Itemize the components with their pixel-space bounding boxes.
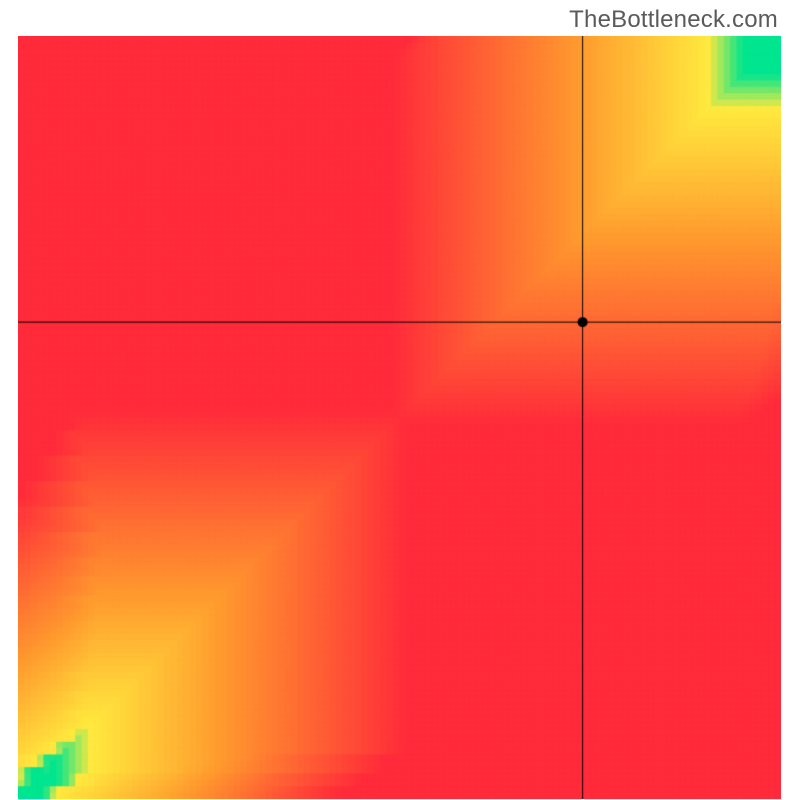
watermark-label: TheBottleneck.com xyxy=(569,6,778,34)
plot-area xyxy=(18,36,781,799)
chart-container: TheBottleneck.com xyxy=(0,0,800,800)
heatmap-canvas xyxy=(18,36,781,799)
